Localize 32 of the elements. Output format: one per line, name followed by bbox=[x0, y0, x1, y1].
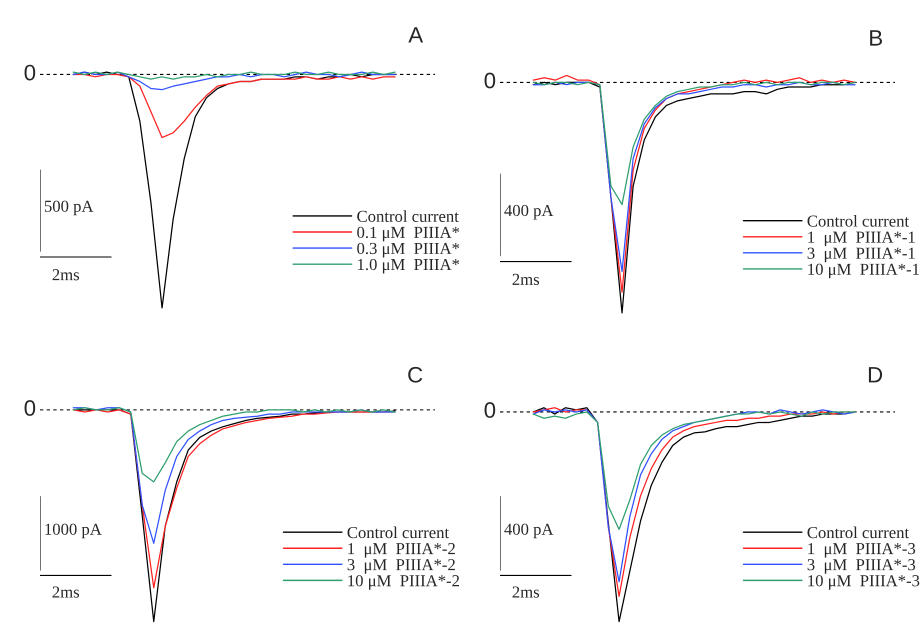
ref-line-label: 0 bbox=[24, 64, 36, 80]
legend-label: Control current bbox=[348, 526, 450, 538]
ref-line-label: 0 bbox=[484, 402, 496, 418]
legend-label: 10 μM PIIIA*-2 bbox=[348, 575, 460, 590]
legend-label: 0.3 μM PIIIA* bbox=[357, 242, 460, 258]
ref-line-label: 0 bbox=[24, 400, 36, 416]
legend-label: 0.1 μM PIIIA* bbox=[357, 226, 460, 242]
legend-label: Control current bbox=[357, 210, 459, 222]
legend-label: Control current bbox=[808, 214, 910, 227]
ref-line-label: 0 bbox=[484, 72, 496, 88]
annotation: 2ms bbox=[52, 269, 80, 280]
legend-label: 1 μM PIIIA*-2 bbox=[348, 543, 455, 558]
chart-title: B bbox=[870, 30, 882, 46]
annotation: 1000 pA bbox=[45, 524, 102, 538]
legend-label: 10 μM PIIIA*-3 bbox=[808, 575, 920, 590]
legend-label: 3 μM PIIIA*-1 bbox=[808, 248, 915, 262]
legend-label: 10 μM PIIIA*-1 bbox=[808, 264, 919, 278]
legend-label: 1 μM PIIIA*-1 bbox=[808, 232, 915, 246]
chart-title: C bbox=[408, 366, 422, 383]
annotation: 500 pA bbox=[44, 200, 94, 216]
chart-title: A bbox=[408, 27, 424, 43]
chart-title: D bbox=[868, 367, 882, 382]
legend-label: 1.0 μM PIIIA* bbox=[358, 258, 460, 274]
annotation: 2ms bbox=[512, 586, 540, 598]
annotation: 400 pA bbox=[504, 204, 554, 220]
legend-label: 3 μM PIIIA*-3 bbox=[808, 559, 916, 574]
legend-label: Control current bbox=[808, 526, 910, 538]
annotation: 2ms bbox=[52, 586, 80, 598]
annotation: 2ms bbox=[512, 274, 540, 286]
legend-label: 3 μM PIIIA*-2 bbox=[348, 559, 455, 574]
legend-label: 1 μM PIIIA*-3 bbox=[808, 543, 916, 558]
annotation: 400 pA bbox=[504, 524, 554, 538]
